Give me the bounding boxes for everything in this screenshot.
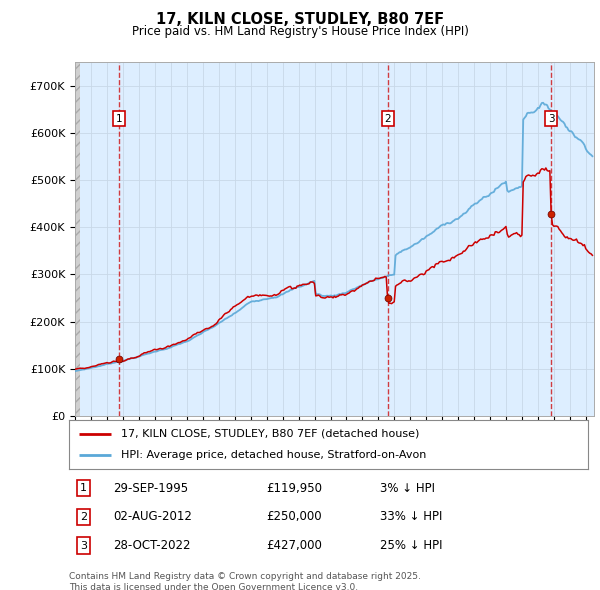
Text: 28-OCT-2022: 28-OCT-2022 [113,539,191,552]
Text: 33% ↓ HPI: 33% ↓ HPI [380,510,443,523]
Text: HPI: Average price, detached house, Stratford-on-Avon: HPI: Average price, detached house, Stra… [121,450,426,460]
Text: 17, KILN CLOSE, STUDLEY, B80 7EF (detached house): 17, KILN CLOSE, STUDLEY, B80 7EF (detach… [121,429,419,439]
Text: £250,000: £250,000 [266,510,322,523]
Text: 2: 2 [80,512,87,522]
Text: Price paid vs. HM Land Registry's House Price Index (HPI): Price paid vs. HM Land Registry's House … [131,25,469,38]
Text: 2: 2 [385,114,391,123]
Text: 3: 3 [80,540,87,550]
Text: Contains HM Land Registry data © Crown copyright and database right 2025.
This d: Contains HM Land Registry data © Crown c… [69,572,421,590]
Text: £427,000: £427,000 [266,539,322,552]
Text: 3: 3 [548,114,554,123]
Text: 3% ↓ HPI: 3% ↓ HPI [380,481,436,494]
Text: £119,950: £119,950 [266,481,322,494]
Text: 02-AUG-2012: 02-AUG-2012 [113,510,192,523]
Bar [75,62,80,416]
Text: 1: 1 [80,483,87,493]
Text: 25% ↓ HPI: 25% ↓ HPI [380,539,443,552]
Text: 17, KILN CLOSE, STUDLEY, B80 7EF: 17, KILN CLOSE, STUDLEY, B80 7EF [156,12,444,27]
Text: 1: 1 [116,114,122,123]
Text: 29-SEP-1995: 29-SEP-1995 [113,481,188,494]
